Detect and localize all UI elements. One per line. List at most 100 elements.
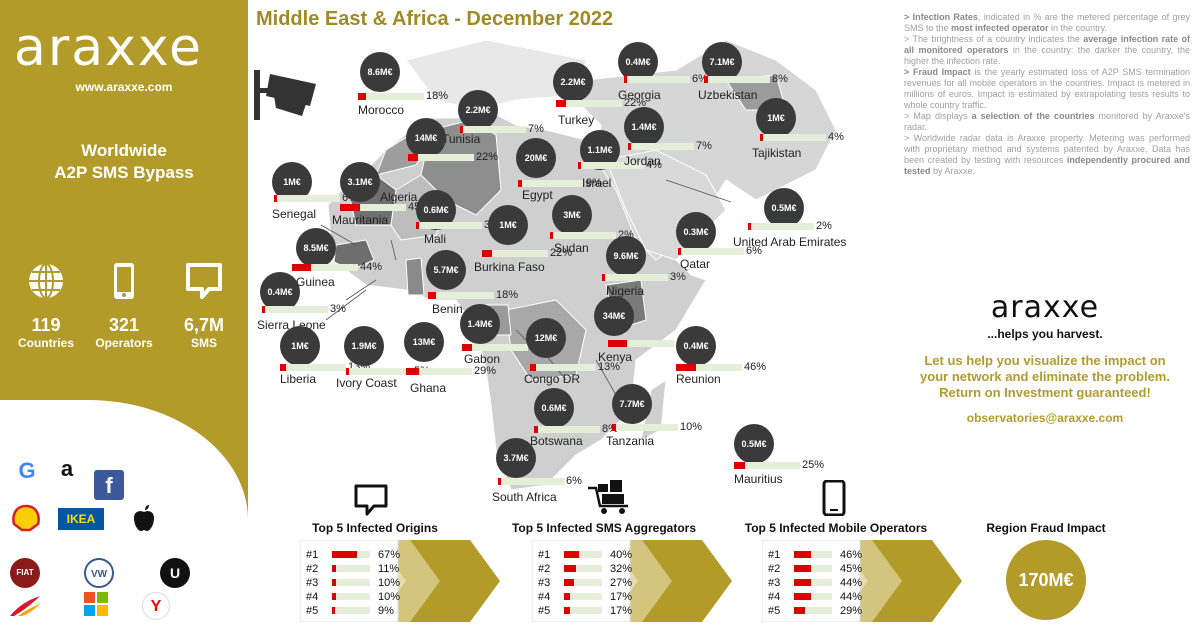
impact-bubble: 5.7M€ [426, 250, 466, 290]
infection-rate: 7% [696, 140, 712, 152]
infection-bar-fill [518, 180, 522, 187]
ranking-row: #2 11% [306, 562, 426, 576]
infection-bar-fill [748, 223, 751, 230]
infection-bar-fill [292, 264, 311, 271]
infection-rate: 4% [646, 159, 662, 171]
cart-icon [588, 480, 628, 514]
infection-rate: 9% [586, 177, 602, 189]
stat-label: Countries [17, 336, 74, 350]
infection-rate: 10% [680, 421, 703, 433]
rank-percent: 17% [610, 605, 633, 617]
promo-message: Let us help you visualize the impact on … [900, 353, 1190, 401]
country-name: South Africa [492, 490, 557, 504]
panel-title-origins: Top 5 Infected Origins [312, 521, 438, 535]
rank-bar-fill [564, 579, 574, 586]
ranking-row: #4 44% [768, 590, 888, 604]
infection-bar [280, 364, 346, 371]
panel-title-region: Region Fraud Impact [986, 521, 1106, 535]
country-name: Qatar [680, 257, 711, 271]
infection-bar [550, 232, 616, 239]
infection-bar-fill [408, 154, 418, 161]
impact-bubble: 20M€ [516, 138, 556, 178]
infection-bar-fill [534, 426, 538, 433]
country-name: Israel [582, 176, 612, 190]
infection-bar [428, 292, 494, 299]
ranking-row: #1 67% [306, 548, 426, 562]
volkswagen-logo: VW [84, 558, 114, 588]
apple-logo [134, 505, 154, 531]
country-name: Kenya [598, 350, 633, 364]
methodology-notes: > Infection Rates, indicated in % are th… [904, 12, 1190, 177]
rank-bar-fill [794, 579, 811, 586]
panel-title-aggregators: Top 5 Infected SMS Aggregators [511, 521, 697, 535]
amazon-logo: a [60, 456, 74, 481]
infection-bar-fill [482, 250, 492, 257]
panel-operators: #1 46% #2 45% #3 44% #4 44% #5 29% [762, 540, 962, 622]
rank-percent: 44% [840, 577, 863, 589]
impact-bubble: 2.2M€ [458, 90, 498, 130]
infection-bar [340, 204, 406, 211]
rank-bar-fill [332, 551, 357, 558]
infection-rate: 4% [828, 131, 844, 143]
country-name: Ivory Coast [336, 376, 397, 390]
infection-bar-fill [734, 462, 745, 469]
infection-bar-fill [612, 424, 616, 431]
rank-percent: 17% [610, 591, 633, 603]
rank-bar [332, 593, 370, 600]
impact-bubble: 1M€ [756, 98, 796, 138]
country-name: Uzbekistan [698, 88, 758, 102]
infection-bar [578, 162, 644, 169]
infection-bar [518, 180, 584, 187]
rank-bar [564, 579, 602, 586]
rank-label: #5 [306, 605, 319, 617]
infection-bar [274, 195, 340, 202]
rank-bar [332, 551, 370, 558]
contact-email[interactable]: observatories@araxxe.com [966, 411, 1124, 425]
rank-label: #3 [768, 577, 781, 589]
country-name: Tanzania [606, 434, 655, 448]
country-name: Congo DR [524, 372, 581, 386]
infection-bar-fill [760, 134, 763, 141]
rank-bar-fill [794, 565, 811, 572]
country-name: Benin [432, 302, 463, 316]
message-outline-icon [354, 484, 388, 516]
infection-bar-fill [556, 100, 566, 107]
ranking-row: #3 44% [768, 576, 888, 590]
infection-bar [624, 76, 690, 83]
rank-bar-fill [794, 551, 811, 558]
infection-bar-fill [498, 478, 501, 485]
website-link[interactable]: www.araxxe.com [75, 80, 173, 94]
rank-bar [332, 565, 370, 572]
infection-bar [602, 274, 668, 281]
rank-bar [794, 607, 832, 614]
note-5: > Worldwide radar data is Araxxe propert… [904, 133, 1191, 176]
rank-label: #2 [306, 563, 319, 575]
rank-bar [564, 551, 602, 558]
infection-bar-fill [608, 340, 627, 347]
infection-bar [534, 426, 600, 433]
rank-label: #3 [538, 577, 551, 589]
impact-bubble: 3.1M€ [340, 162, 380, 202]
ikea-logo: IKEA [58, 508, 104, 530]
country-name: Algeria [380, 190, 418, 204]
rank-bar [794, 551, 832, 558]
uber-logo: U [160, 558, 190, 588]
infection-rate: 44% [360, 261, 383, 273]
infection-rate: 22% [476, 151, 499, 163]
ghana-shape [405, 257, 425, 296]
globe-icon [29, 263, 63, 299]
country-name: Tajikistan [752, 146, 802, 160]
promo-line-1: Let us help you visualize the impact on [924, 353, 1166, 368]
stat-number: 119 [31, 315, 61, 335]
chevron-shape [410, 540, 500, 622]
impact-bubble: 9.6M€ [606, 236, 646, 276]
infection-rate: 3% [670, 271, 686, 283]
country-name: Egypt [522, 188, 553, 202]
infection-bar-fill [406, 368, 419, 375]
infection-bar [462, 344, 528, 351]
impact-bubble: 1.4M€ [624, 107, 664, 147]
rank-bar [564, 593, 602, 600]
impact-bubble: 0.4M€ [260, 272, 300, 312]
rank-bar-fill [332, 593, 336, 600]
country-name: Georgia [618, 88, 661, 102]
